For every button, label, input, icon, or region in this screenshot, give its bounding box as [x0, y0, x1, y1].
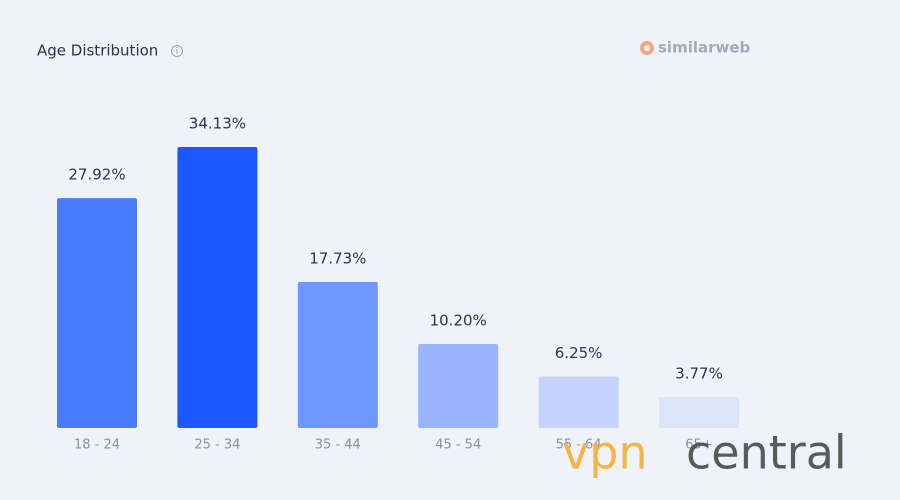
value-label: 3.77%: [675, 364, 723, 382]
x-tick-label: 35 - 44: [315, 438, 361, 453]
x-tick-label: 55 - 64: [556, 438, 602, 453]
x-tick-label: 65+: [685, 438, 712, 453]
bar: [538, 376, 619, 428]
watermark-part: vpn: [562, 426, 648, 480]
bar: [659, 396, 739, 428]
value-label: 10.20%: [430, 312, 487, 330]
bar: [297, 282, 378, 428]
x-tick-label: 25 - 34: [194, 438, 240, 453]
brand-logo: similarweb: [640, 39, 751, 57]
value-label: 34.13%: [189, 115, 246, 133]
bar: [177, 147, 258, 428]
bar: [418, 344, 499, 428]
value-label: 17.73%: [309, 250, 366, 268]
brand-name: similarweb: [658, 39, 751, 57]
bars: 27.92% 18 - 24 34.13% 25 - 34 17.73% 35 - 44 1…: [57, 115, 739, 453]
watermark: vpn central: [562, 426, 847, 480]
value-label: 27.92%: [68, 166, 125, 184]
bar: [57, 198, 137, 428]
x-tick-label: 45 - 54: [435, 438, 481, 453]
info-icon[interactable]: [171, 45, 183, 57]
value-label: 6.25%: [555, 344, 603, 362]
watermark-part: central: [686, 426, 847, 480]
x-tick-label: 18 - 24: [74, 438, 120, 453]
chart-title: Age Distribution: [37, 42, 158, 60]
